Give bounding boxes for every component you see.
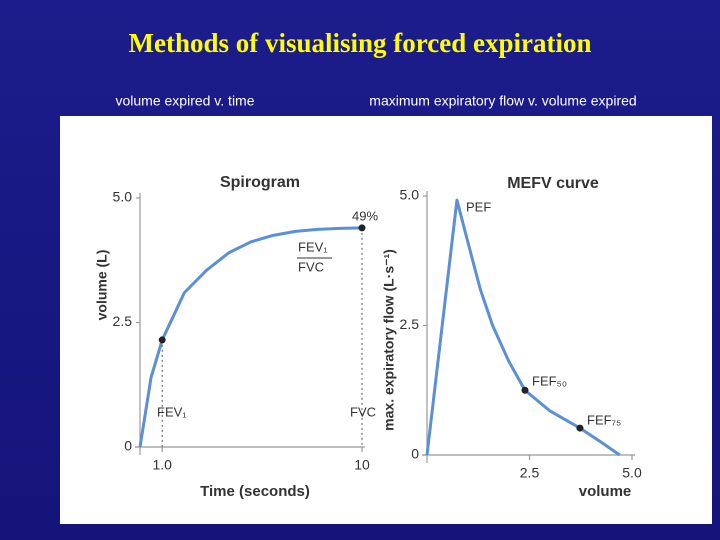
annotation: PEF <box>466 199 491 214</box>
x-tick-label: 10 <box>354 457 370 473</box>
annotation: FEV₁ <box>298 239 328 254</box>
y-tick-label: 0 <box>124 438 132 454</box>
y-tick-label: 2.5 <box>400 316 420 332</box>
annotation: FEV₁ <box>157 404 187 419</box>
figure-panel <box>60 116 712 524</box>
y-tick-label: 5.0 <box>113 189 133 205</box>
chart-subtitle: volume expired v. time <box>115 93 254 109</box>
y-axis-label: volume (L) <box>94 250 110 321</box>
marker <box>358 224 366 232</box>
line <box>138 226 363 448</box>
chart-title: MEFV curve <box>507 175 599 192</box>
annotation: FVC <box>298 259 324 274</box>
annotation: 49% <box>352 208 378 223</box>
x-tick-label: 1.0 <box>152 457 172 473</box>
line <box>425 198 621 457</box>
annotation: FVC <box>350 404 376 419</box>
annotation: FEF₅₀ <box>532 373 567 388</box>
chart-title: Spirogram <box>220 174 300 191</box>
y-axis-label: max. expiratory flow (L·s⁻¹) <box>381 249 397 431</box>
annotation: FEF₇₅ <box>587 412 621 427</box>
marker <box>158 336 166 344</box>
chart-subtitle: maximum expiratory flow v. volume expire… <box>369 93 636 109</box>
x-axis-label: volume <box>579 483 632 500</box>
y-tick-label: 0 <box>411 446 419 462</box>
slide-title: Methods of visualising forced expiration <box>128 28 591 58</box>
y-tick-label: 2.5 <box>113 313 133 329</box>
marker <box>521 386 529 394</box>
x-axis-label: Time (seconds) <box>200 483 310 500</box>
x-tick-label: 5.0 <box>622 465 642 481</box>
y-tick-label: 5.0 <box>400 187 420 203</box>
marker <box>576 424 584 432</box>
x-tick-label: 2.5 <box>520 465 540 481</box>
